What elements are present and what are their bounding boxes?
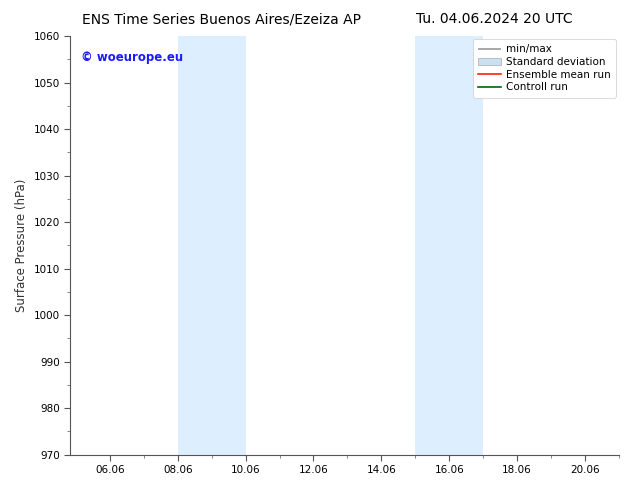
Text: ENS Time Series Buenos Aires/Ezeiza AP: ENS Time Series Buenos Aires/Ezeiza AP	[82, 12, 361, 26]
Legend: min/max, Standard deviation, Ensemble mean run, Controll run: min/max, Standard deviation, Ensemble me…	[472, 39, 616, 98]
Bar	[178, 36, 245, 455]
Bar	[415, 36, 483, 455]
Text: Tu. 04.06.2024 20 UTC: Tu. 04.06.2024 20 UTC	[416, 12, 573, 26]
Y-axis label: Surface Pressure (hPa): Surface Pressure (hPa)	[15, 179, 28, 312]
Text: © woeurope.eu: © woeurope.eu	[81, 51, 183, 64]
